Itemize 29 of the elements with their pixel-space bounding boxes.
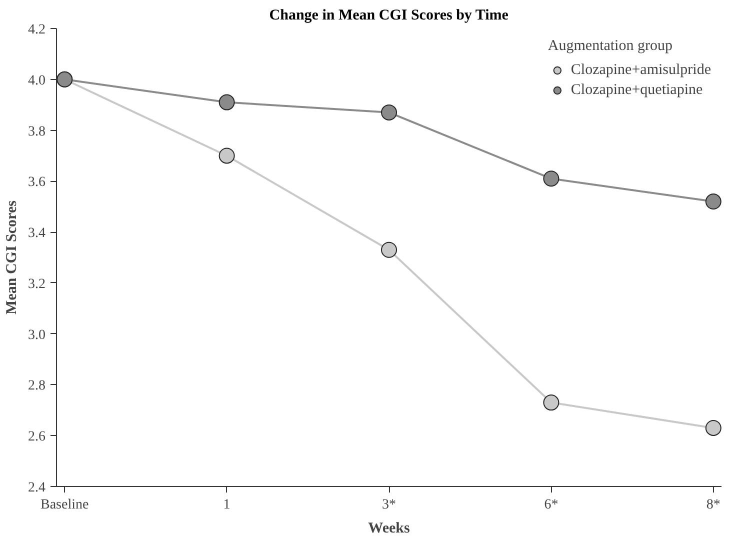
x-tick-label: 6* <box>544 498 558 512</box>
y-tick-label: 4.2 <box>28 22 46 38</box>
legend-label: Clozapine+amisulpride <box>570 62 711 78</box>
y-tick-label: 4.0 <box>28 73 46 88</box>
x-tick-label: 8* <box>706 498 720 512</box>
y-tick-label: 3.0 <box>28 328 46 343</box>
point <box>705 194 722 210</box>
x-axis-title: Weeks <box>368 520 410 536</box>
x-tick-label: Baseline <box>40 498 89 512</box>
point <box>381 104 397 120</box>
y-tick-label: 3.6 <box>28 175 46 190</box>
point <box>381 242 397 258</box>
legend-label: Clozapine+quetiapine <box>570 82 703 98</box>
y-axis-title: Mean CGI Scores <box>4 200 20 314</box>
point <box>705 420 722 436</box>
point <box>218 94 235 110</box>
point <box>543 170 560 187</box>
y-tick-label: 3.4 <box>28 226 46 242</box>
x-tick-label: 3* <box>382 498 396 512</box>
point <box>218 148 235 164</box>
y-tick-label: 2.4 <box>28 480 46 496</box>
y-tick-label: 2.8 <box>28 378 46 394</box>
point <box>543 394 560 411</box>
y-tick-label: 3.2 <box>28 276 46 292</box>
y-tick-label: 3.8 <box>28 124 46 140</box>
chart-title: Change in Mean CGI Scores by Time <box>269 8 509 24</box>
legend-title: Augmentation group <box>548 38 674 55</box>
y-tick-label: 2.6 <box>28 430 46 445</box>
x-tick-label: 1 <box>223 498 230 512</box>
